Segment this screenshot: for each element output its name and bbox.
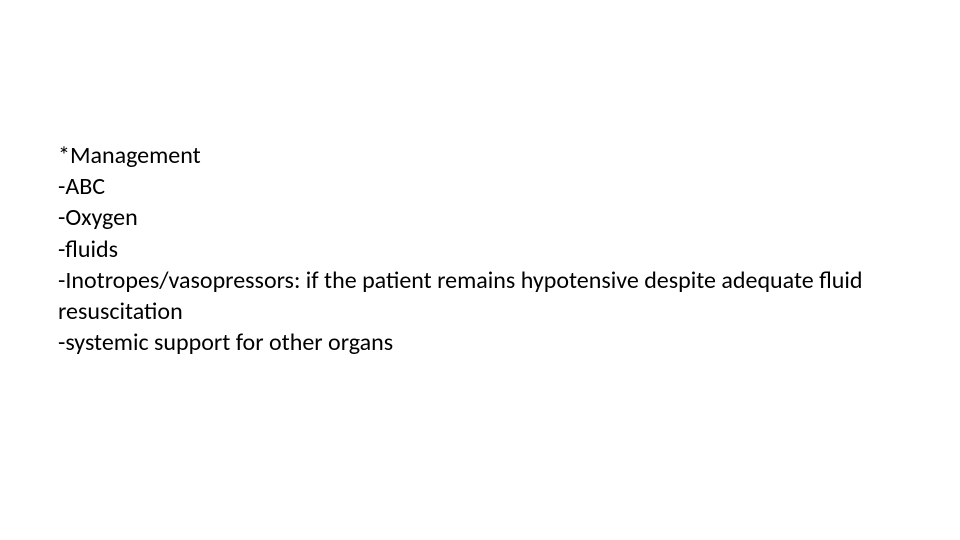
text-line: -fluids [58,234,908,265]
text-line: -Inotropes/vasopressors: if the patient … [58,265,908,327]
text-line: -systemic support for other organs [58,327,908,358]
text-line: *Management [58,140,908,171]
slide-content: *Management -ABC -Oxygen -fluids -Inotro… [58,140,908,358]
text-line: -ABC [58,171,908,202]
text-line: -Oxygen [58,202,908,233]
